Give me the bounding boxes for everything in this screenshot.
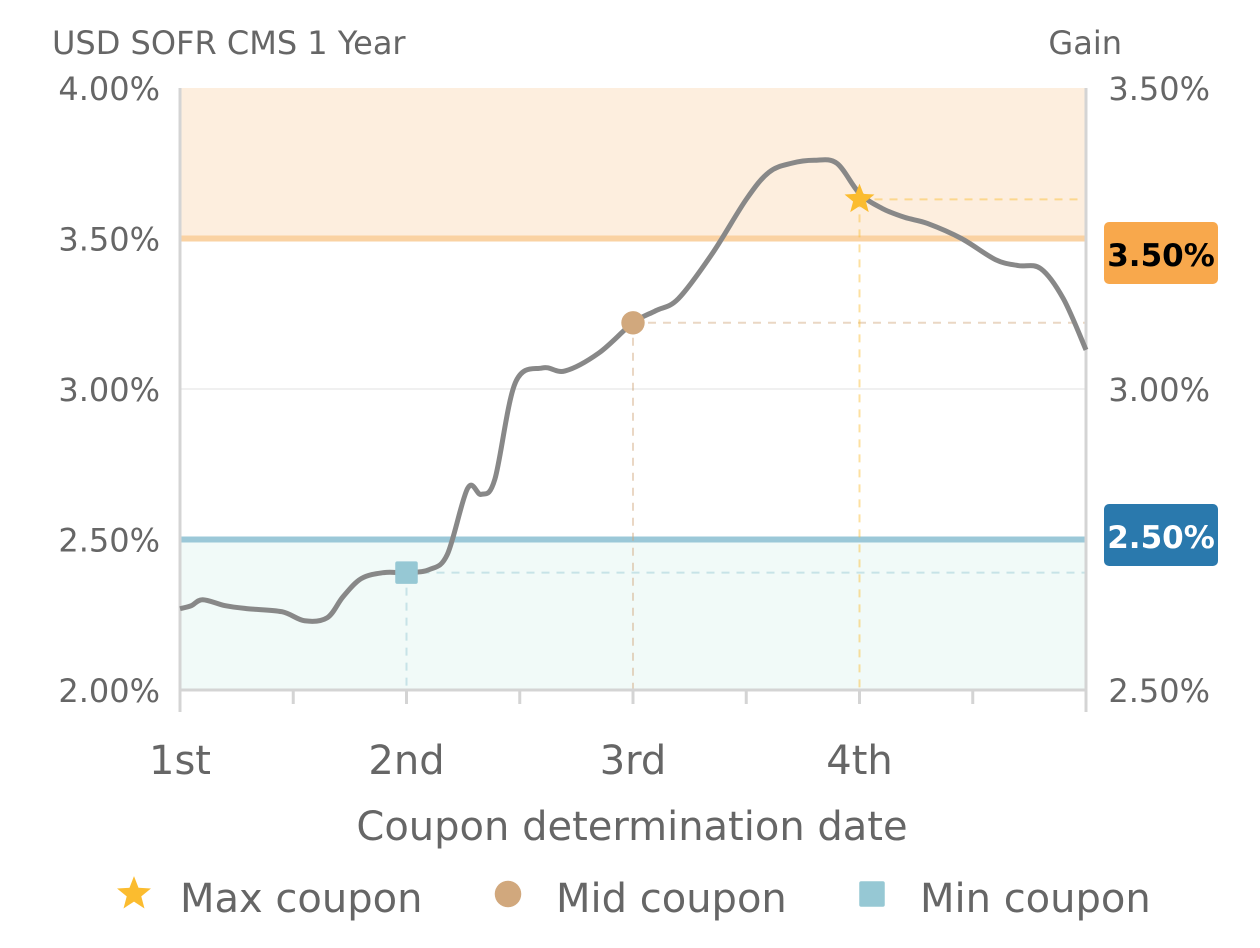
- right-tick-labels: 3.50% 3.00% 2.50%: [1108, 70, 1210, 710]
- max-coupon-marker: [844, 183, 875, 213]
- right-tick-label: 2.50%: [1108, 672, 1210, 710]
- x-tick-label: 3rd: [600, 738, 667, 784]
- left-tick-labels: 4.00% 3.50% 3.00% 2.50% 2.00%: [58, 70, 160, 710]
- right-axis-title: Gain: [1048, 24, 1122, 62]
- min-coupon-legend-label: Min coupon: [920, 876, 1151, 922]
- x-tick-label: 1st: [149, 738, 211, 784]
- mid-coupon-legend-label: Mid coupon: [556, 876, 787, 922]
- legend: Max coupon Mid coupon Min coupon: [117, 876, 1151, 922]
- max-coupon-legend-label: Max coupon: [180, 876, 422, 922]
- coupon-markers: [395, 183, 875, 584]
- upper-zone: [180, 88, 1086, 239]
- left-tick-label: 4.00%: [58, 70, 160, 108]
- x-tick-label: 2nd: [368, 738, 444, 784]
- min-coupon-marker: [395, 561, 418, 584]
- left-tick-label: 2.00%: [58, 672, 160, 710]
- marker-guides: [405, 198, 1086, 690]
- mid-coupon-legend-icon: [494, 880, 522, 908]
- left-axis-title: USD SOFR CMS 1 Year: [52, 24, 406, 62]
- left-tick-label: 3.00%: [58, 371, 160, 409]
- right-tick-label: 3.50%: [1108, 70, 1210, 108]
- rate-series-line: [179, 157, 1089, 624]
- upper-threshold-label: 3.50%: [1107, 238, 1215, 274]
- left-tick-label: 2.50%: [58, 522, 160, 560]
- lower-threshold-badge: 2.50%: [1104, 504, 1218, 566]
- mid-coupon-marker: [621, 311, 645, 335]
- max-coupon-legend-icon: [117, 876, 151, 909]
- lower-threshold-label: 2.50%: [1107, 520, 1215, 556]
- min-coupon-legend-icon: [859, 881, 885, 907]
- left-tick-label: 3.50%: [58, 221, 160, 259]
- x-axis-label: Coupon determination date: [356, 804, 907, 850]
- x-tick-label: 4th: [826, 738, 892, 784]
- right-tick-label: 3.00%: [1108, 371, 1210, 409]
- upper-threshold-badge: 3.50%: [1104, 222, 1218, 284]
- x-tick-labels: 1st 2nd 3rd 4th: [149, 738, 893, 784]
